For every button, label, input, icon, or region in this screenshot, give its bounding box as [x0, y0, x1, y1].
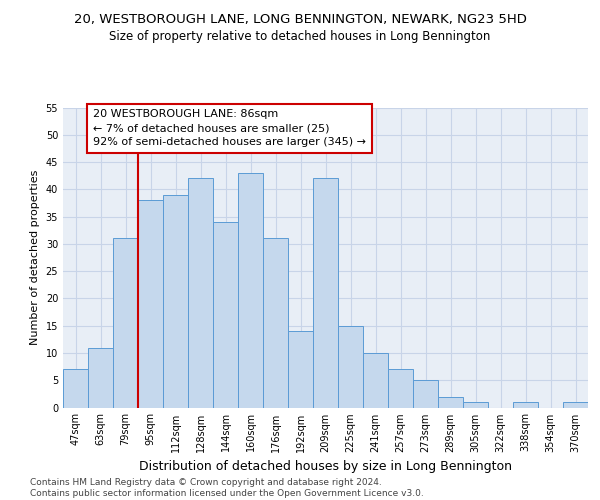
Text: 20 WESTBOROUGH LANE: 86sqm
← 7% of detached houses are smaller (25)
92% of semi-: 20 WESTBOROUGH LANE: 86sqm ← 7% of detac… [93, 109, 366, 147]
Bar [88, 348, 113, 408]
Bar [238, 173, 263, 408]
Text: 20, WESTBOROUGH LANE, LONG BENNINGTON, NEWARK, NG23 5HD: 20, WESTBOROUGH LANE, LONG BENNINGTON, N… [74, 12, 526, 26]
Bar [63, 370, 88, 408]
Bar [138, 200, 163, 408]
Bar [438, 396, 463, 407]
Text: Contains HM Land Registry data © Crown copyright and database right 2024.
Contai: Contains HM Land Registry data © Crown c… [30, 478, 424, 498]
Bar [563, 402, 588, 407]
Bar [113, 238, 138, 408]
Bar [513, 402, 538, 407]
X-axis label: Distribution of detached houses by size in Long Bennington: Distribution of detached houses by size … [139, 460, 512, 473]
Bar [188, 178, 213, 408]
Bar [288, 331, 313, 407]
Bar [463, 402, 488, 407]
Text: Size of property relative to detached houses in Long Bennington: Size of property relative to detached ho… [109, 30, 491, 43]
Bar [363, 353, 388, 408]
Bar [413, 380, 438, 407]
Y-axis label: Number of detached properties: Number of detached properties [30, 170, 40, 345]
Bar [263, 238, 288, 408]
Bar [163, 195, 188, 408]
Bar [338, 326, 363, 407]
Bar [388, 370, 413, 408]
Bar [213, 222, 238, 408]
Bar [313, 178, 338, 408]
